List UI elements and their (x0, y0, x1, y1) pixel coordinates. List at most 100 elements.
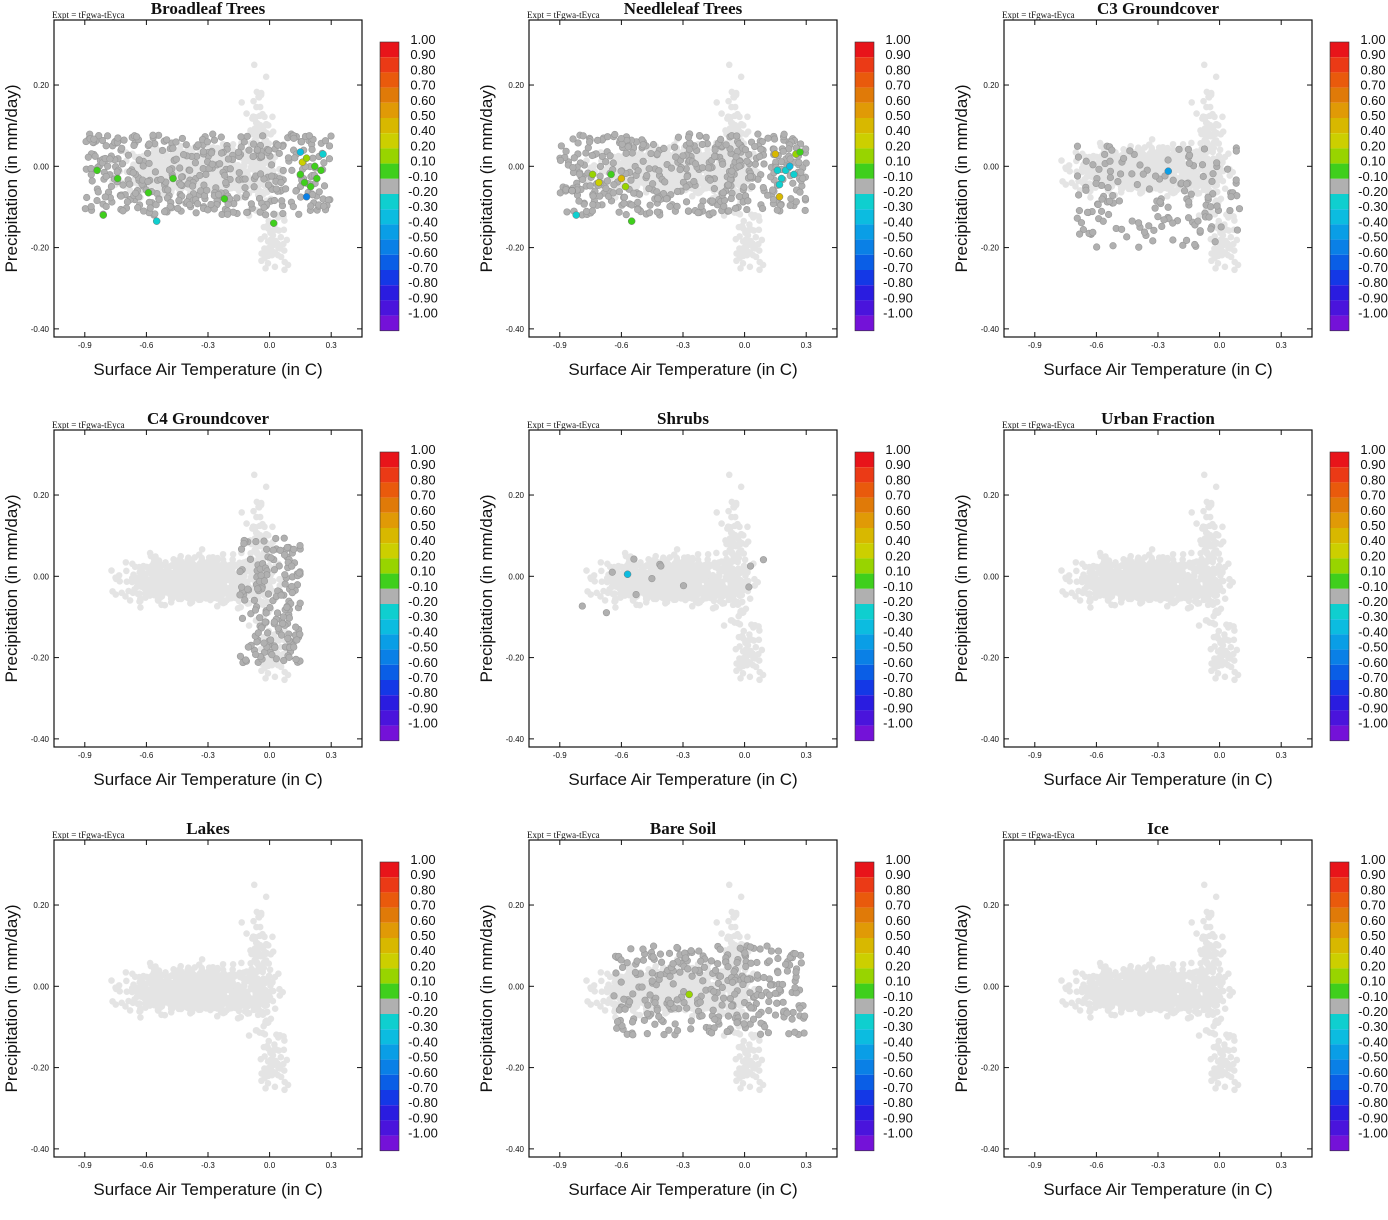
data-point-correlated (1199, 161, 1206, 168)
data-point-correlated (321, 183, 328, 190)
colorbar-label: -0.40 (1358, 214, 1388, 229)
data-point (745, 128, 752, 135)
data-point (728, 104, 735, 111)
data-point-correlated (684, 173, 691, 180)
colorbar-swatch (380, 285, 399, 300)
data-point-correlated (648, 150, 655, 157)
data-point-correlated (88, 203, 95, 210)
data-point-correlated (150, 132, 157, 139)
data-point (281, 267, 288, 274)
data-point (257, 113, 264, 120)
data-point-correlated (1105, 184, 1112, 191)
data-point-correlated (291, 135, 298, 142)
data-point-highlight (301, 179, 308, 186)
data-point (661, 152, 668, 159)
data-point (1131, 157, 1138, 164)
data-point (740, 248, 747, 255)
data-point-correlated (1129, 218, 1136, 225)
x-tick-label: 0.3 (326, 341, 338, 350)
data-point-correlated (216, 160, 223, 167)
data-point (269, 113, 276, 120)
data-point (740, 225, 747, 232)
colorbar-label: -0.30 (408, 199, 438, 214)
data-point-correlated (1093, 244, 1100, 251)
colorbar-label: -0.70 (408, 260, 438, 275)
data-point-correlated (174, 205, 181, 212)
data-point-correlated (612, 131, 619, 138)
colorbar-swatch (1330, 255, 1349, 270)
data-point (718, 110, 725, 117)
data-point (1079, 166, 1086, 173)
data-point (747, 249, 754, 256)
data-point-correlated (1195, 218, 1202, 225)
data-point-correlated (278, 197, 285, 204)
data-point-correlated (755, 131, 762, 138)
data-point-correlated (176, 197, 183, 204)
data-point-correlated (695, 209, 702, 216)
data-point-correlated (326, 155, 333, 162)
colorbar-label: -0.10 (1358, 169, 1388, 184)
colorbar-label: 0.10 (885, 154, 910, 169)
data-point-correlated (602, 158, 609, 165)
colorbar-label: 0.60 (885, 93, 910, 108)
colorbar-swatch (855, 148, 874, 163)
data-point-correlated (1109, 147, 1116, 154)
colorbar-label: 0.80 (1360, 62, 1385, 77)
data-point-correlated (1090, 161, 1097, 168)
data-point-correlated (558, 143, 565, 150)
colorbar-label: 0.60 (1360, 93, 1385, 108)
data-point (281, 247, 288, 254)
data-point-correlated (1115, 178, 1122, 185)
data-point-correlated (200, 165, 207, 172)
data-point-correlated (130, 169, 137, 176)
data-point (738, 74, 745, 81)
data-point-highlight (221, 195, 228, 202)
data-point-correlated (1181, 187, 1188, 194)
colorbar-swatch (1330, 316, 1349, 331)
data-point-highlight (618, 175, 625, 182)
colorbar-swatch (1330, 57, 1349, 72)
data-point-correlated (248, 201, 255, 208)
data-point-correlated (243, 191, 250, 198)
data-point-correlated (126, 181, 133, 188)
data-point (1211, 255, 1218, 262)
data-point-correlated (564, 209, 571, 216)
data-point-correlated (1146, 186, 1153, 193)
colorbar-label: 0.20 (1360, 138, 1385, 153)
colorbar-swatch (855, 103, 874, 118)
data-point-highlight (628, 218, 635, 225)
data-point-correlated (289, 167, 296, 174)
data-point-correlated (107, 156, 114, 163)
data-point-correlated (158, 176, 165, 183)
data-point-correlated (1075, 192, 1082, 199)
colorbar-label: 0.50 (885, 108, 910, 123)
data-point-correlated (83, 194, 90, 201)
data-point-highlight (153, 218, 160, 225)
data-point-correlated (557, 157, 564, 164)
colorbar-swatch (855, 179, 874, 194)
data-point (263, 74, 270, 81)
y-tick-label: 0.20 (508, 81, 524, 90)
data-point-correlated (563, 186, 570, 193)
data-point (736, 255, 743, 262)
data-point-correlated (176, 165, 183, 172)
data-point (731, 94, 738, 101)
data-point-correlated (621, 200, 628, 207)
data-point-correlated (265, 147, 272, 154)
data-point-correlated (243, 209, 250, 216)
data-point-correlated (211, 137, 218, 144)
data-point-correlated (1155, 213, 1162, 220)
data-point-correlated (85, 154, 92, 161)
data-point-correlated (1076, 231, 1083, 238)
data-point (730, 121, 737, 128)
data-point-correlated (640, 141, 647, 148)
data-point (1193, 173, 1200, 180)
data-point-correlated (273, 186, 280, 193)
colorbar-swatch (855, 316, 874, 331)
data-point (1231, 259, 1238, 266)
data-point-correlated (178, 174, 185, 181)
data-point-correlated (725, 208, 732, 215)
data-point-correlated (646, 165, 653, 172)
